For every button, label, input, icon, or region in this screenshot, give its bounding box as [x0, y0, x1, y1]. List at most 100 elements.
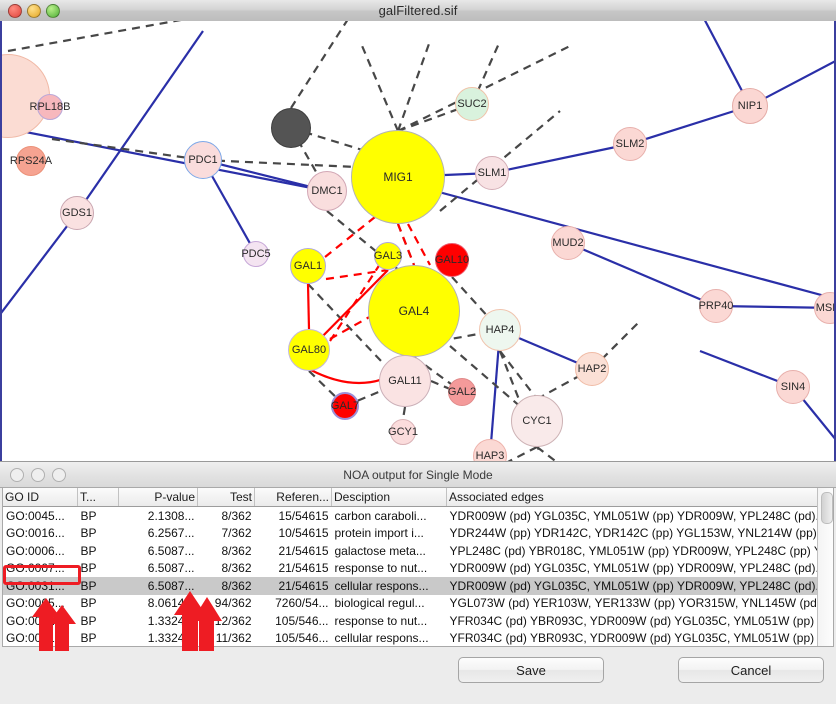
- cell-test: 8/362: [221, 543, 252, 558]
- network-node-hap2[interactable]: HAP2: [575, 352, 609, 386]
- network-node-gal2[interactable]: GAL2: [448, 378, 476, 406]
- column-header-type[interactable]: T...: [77, 488, 119, 507]
- noa-minimize-button[interactable]: [31, 468, 45, 482]
- cell-reference: 105/546...: [275, 631, 329, 646]
- cell-description: galactose meta...: [334, 543, 426, 558]
- node-label: SLM2: [615, 138, 645, 150]
- network-node-suc2[interactable]: SUC2: [455, 87, 489, 121]
- network-node-gal11[interactable]: GAL11: [379, 355, 431, 407]
- table-row[interactable]: GO:0007... BP 6.5087... 8/362 21/54615 respon…: [3, 560, 817, 578]
- cell-reference: 7260/54...: [275, 596, 329, 611]
- cell-go-id: GO:0007...: [6, 561, 65, 576]
- cancel-button[interactable]: Cancel: [678, 657, 824, 683]
- network-node-gal1[interactable]: GAL1: [290, 248, 326, 284]
- cell-type: BP: [80, 596, 97, 611]
- protein-dna-edges: [7, 21, 641, 461]
- network-node-slm1[interactable]: SLM1: [475, 156, 509, 190]
- cell-p-value: 1.3324...: [147, 613, 195, 628]
- results-table-container[interactable]: GO ID T... P-value Test Referen... Desci…: [2, 487, 834, 647]
- cell-associated-edges: YDR009W (pd) YGL035C, YML051W (pp) YDR00…: [446, 577, 817, 595]
- cell-reference: 105/546...: [275, 613, 329, 628]
- cell-reference: 15/54615: [278, 508, 329, 523]
- network-node-gal3[interactable]: GAL3: [374, 242, 402, 270]
- column-header-associated-edges[interactable]: Associated edges: [446, 488, 817, 507]
- column-header-reference[interactable]: Referen...: [254, 488, 332, 507]
- noa-panel-titlebar: NOA output for Single Mode: [0, 462, 836, 488]
- network-node-hap4[interactable]: HAP4: [479, 309, 521, 351]
- cell-reference: 10/54615: [278, 526, 329, 541]
- scrollbar-thumb[interactable]: [820, 492, 833, 524]
- network-node-gds1[interactable]: GDS1: [60, 196, 94, 230]
- network-node-gal7[interactable]: GAL7: [331, 392, 359, 420]
- cell-go-id: GO:0045...: [6, 508, 65, 523]
- network-node-mud2[interactable]: MUD2: [551, 226, 585, 260]
- zoom-button[interactable]: [46, 4, 60, 18]
- canvas-left-border: [0, 21, 2, 461]
- table-row[interactable]: GO:0031... BP 1.3324... 11/362 105/546... cel…: [3, 630, 817, 647]
- noa-close-button[interactable]: [10, 468, 24, 482]
- column-header-go-id[interactable]: GO ID: [3, 488, 78, 507]
- network-node-gcy1[interactable]: GCY1: [388, 419, 418, 445]
- cell-type: BP: [80, 526, 97, 541]
- table-row[interactable]: GO:0065... BP 8.0614... 94/362 7260/54... bio…: [3, 595, 817, 613]
- network-node-sin4[interactable]: SIN4: [776, 370, 810, 404]
- network-node-prp40[interactable]: PRP40: [699, 289, 733, 323]
- close-button[interactable]: [8, 4, 22, 18]
- cell-p-value: 2.1308...: [147, 508, 195, 523]
- cell-description: cellular respons...: [331, 577, 447, 595]
- network-node-pdc1[interactable]: PDC1: [184, 141, 222, 179]
- window-title: galFiltered.sif: [378, 3, 458, 18]
- cell-description: response to nut...: [334, 613, 428, 628]
- node-label: SLM1: [477, 167, 507, 179]
- cell-type: BP: [80, 631, 97, 646]
- minimize-button[interactable]: [27, 4, 41, 18]
- node-label: GAL7: [330, 400, 360, 412]
- network-node-gal4[interactable]: GAL4: [368, 265, 460, 357]
- table-body[interactable]: GO:0045... BP 2.1308... 8/362 15/54615 carbon…: [3, 507, 817, 647]
- table-row[interactable]: GO:0016... BP 6.2567... 7/362 10/54615 protei…: [3, 525, 817, 543]
- table-vertical-scrollbar[interactable]: [817, 488, 833, 646]
- cell-test: 8/362: [197, 577, 255, 595]
- network-node-gal80[interactable]: GAL80: [288, 329, 330, 371]
- cell-test: 7/362: [221, 526, 252, 541]
- node-label: GAL2: [447, 386, 477, 398]
- network-node-cyc1[interactable]: CYC1: [511, 395, 563, 447]
- cell-type: BP: [80, 543, 97, 558]
- node-label: GCY1: [388, 426, 418, 438]
- network-node-rpl18b[interactable]: RPL18B: [30, 94, 70, 120]
- cell-reference: 21/54615: [254, 577, 332, 595]
- noa-zoom-button[interactable]: [52, 468, 66, 482]
- window-titlebar: galFiltered.sif: [0, 0, 836, 22]
- cell-test: 12/362: [214, 613, 252, 628]
- table-row[interactable]: GO:0045... BP 2.1308... 8/362 15/54615 carbon…: [3, 507, 817, 525]
- network-node-unlabeled-dark[interactable]: [271, 108, 311, 148]
- network-node-mig1[interactable]: MIG1: [351, 130, 445, 224]
- save-button[interactable]: Save: [458, 657, 604, 683]
- cell-description: protein import i...: [334, 526, 424, 541]
- cell-p-value: 6.5087...: [118, 577, 198, 595]
- network-node-slm2[interactable]: SLM2: [613, 127, 647, 161]
- table-row[interactable]: GO:0006... BP 6.5087... 8/362 21/54615 galact…: [3, 542, 817, 560]
- results-table[interactable]: GO ID T... P-value Test Referen... Desci…: [3, 488, 817, 646]
- node-label: RPL18B: [29, 101, 71, 113]
- cell-type: BP: [80, 613, 97, 628]
- network-node-msl[interactable]: MSL: [814, 292, 836, 324]
- node-label: PDC5: [241, 248, 271, 260]
- network-node-gal10[interactable]: GAL10: [435, 243, 469, 277]
- column-header-p-value[interactable]: P-value: [118, 488, 198, 507]
- node-label: PDC1: [188, 154, 218, 166]
- cell-test: 94/362: [214, 596, 252, 611]
- network-node-nip1[interactable]: NIP1: [732, 88, 768, 124]
- network-node-pdc5[interactable]: PDC5: [241, 241, 271, 267]
- results-table-scroll-area[interactable]: GO ID T... P-value Test Referen... Desci…: [3, 488, 817, 646]
- column-header-description[interactable]: Desciption: [331, 488, 447, 507]
- noa-panel-title: NOA output for Single Mode: [343, 467, 493, 482]
- network-node-dmc1[interactable]: DMC1: [307, 171, 347, 211]
- table-row[interactable]: GO:0031... BP 1.3324... 12/362 105/546... res…: [3, 612, 817, 630]
- cell-type: BP: [77, 577, 119, 595]
- table-row[interactable]: GO:0031... BP 6.5087... 8/362 21/54615 cellul…: [3, 577, 817, 595]
- network-node-rps24a[interactable]: RPS24A: [10, 146, 52, 176]
- cell-go-id: GO:0016...: [6, 526, 65, 541]
- column-header-test[interactable]: Test: [197, 488, 255, 507]
- network-canvas[interactable]: RPL18B RPS24A GDS1 PDC1 PDC5 DMC1 MIG1 S…: [0, 21, 836, 461]
